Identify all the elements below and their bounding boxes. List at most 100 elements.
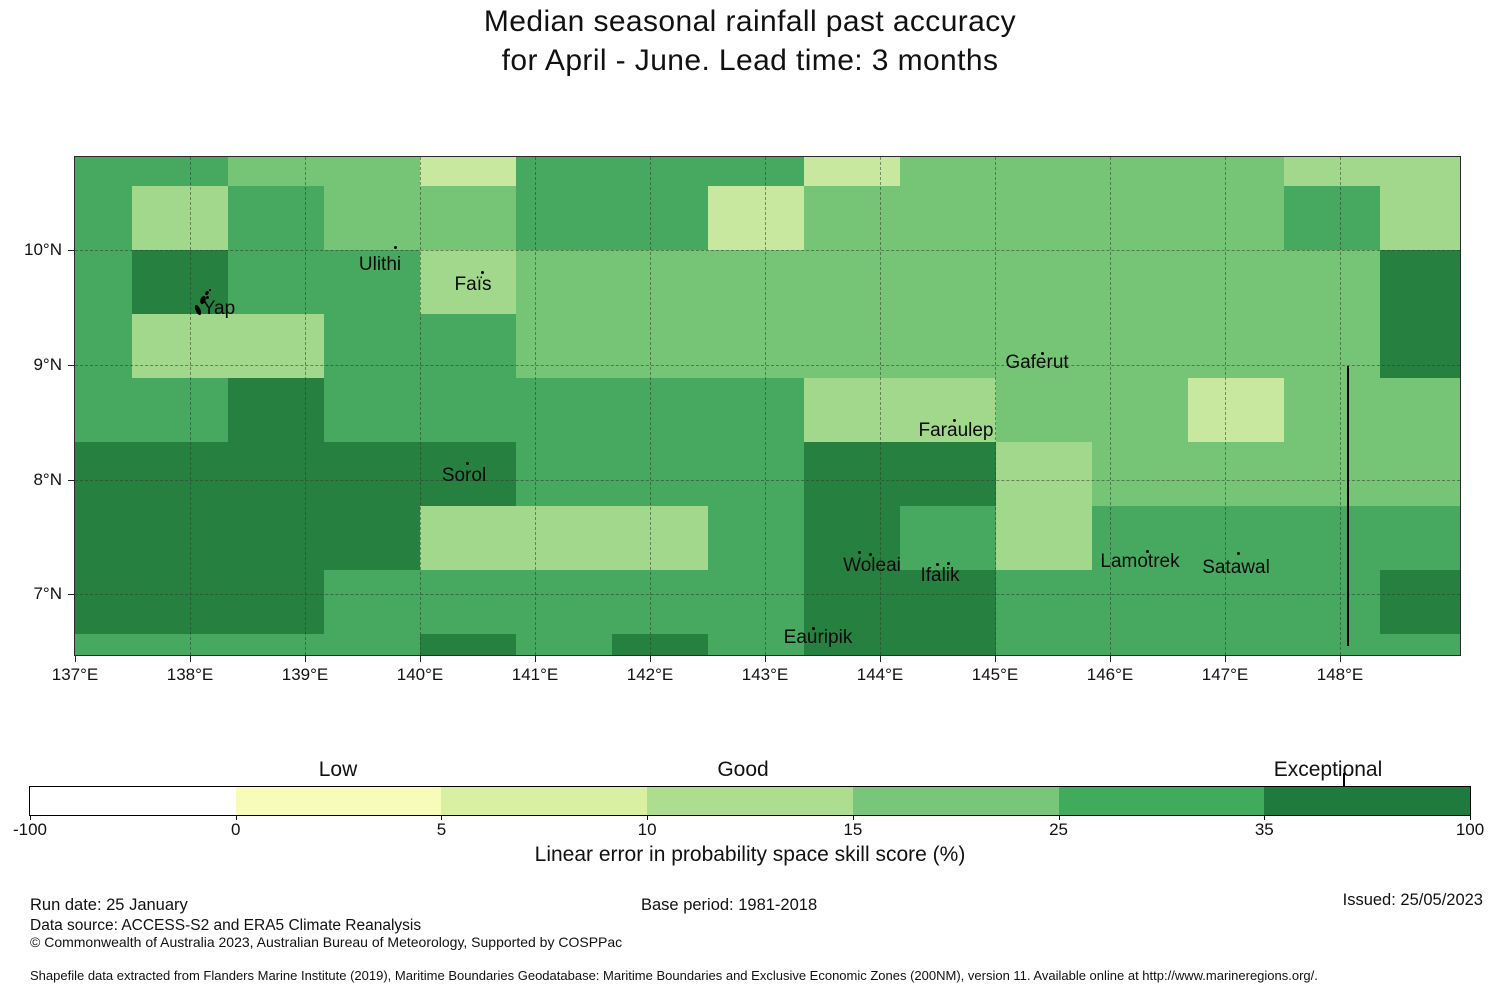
map-cell — [132, 378, 229, 443]
colorbar-tick-mark — [1470, 815, 1471, 820]
island-marker-dot — [947, 562, 950, 565]
map-cell — [996, 186, 1093, 251]
eez-boundary-line — [1347, 366, 1349, 646]
map-cell — [228, 157, 325, 187]
map-cell — [708, 250, 805, 315]
map-cell — [1092, 506, 1189, 571]
map-cell — [804, 442, 901, 507]
map-cell — [996, 314, 1093, 379]
map-cell — [1092, 157, 1189, 187]
island-marker-dot — [858, 551, 861, 554]
map-cell — [1188, 186, 1285, 251]
map-cell — [228, 506, 325, 571]
colorbar — [29, 786, 1471, 816]
map-cell — [1284, 186, 1381, 251]
map-cell — [1092, 570, 1189, 635]
x-tick-mark — [765, 656, 766, 662]
x-tick-label: 147°E — [1201, 665, 1249, 684]
map-cell — [132, 506, 229, 571]
map-cell — [516, 314, 613, 379]
map-cell — [228, 634, 325, 655]
map-cell — [324, 634, 421, 655]
map-cell — [900, 506, 997, 571]
x-tick-label: 139°E — [281, 665, 329, 684]
colorbar-tick-label: 35 — [1254, 820, 1274, 839]
x-tick-label: 145°E — [971, 665, 1019, 684]
map-cell — [996, 442, 1093, 507]
map-cell — [708, 506, 805, 571]
x-tick-mark — [420, 656, 421, 662]
map-cell — [228, 570, 325, 635]
map-cell — [132, 186, 229, 251]
map-cell — [1380, 570, 1460, 635]
map-cell — [1284, 250, 1381, 315]
colorbar-tick-label: 0 — [230, 820, 241, 839]
x-tick-mark — [1110, 656, 1111, 662]
island-label: Satawal — [1202, 557, 1270, 578]
latitude-gridline — [75, 365, 1460, 366]
map-cell — [1284, 314, 1381, 379]
y-tick-mark — [68, 594, 74, 595]
map-cell — [1188, 250, 1285, 315]
colorbar-tick-label: 15 — [843, 820, 863, 839]
map-cell — [516, 157, 613, 187]
map-cell — [900, 250, 997, 315]
x-tick-label: 137°E — [51, 665, 99, 684]
colorbar-tick-label: 10 — [637, 820, 657, 839]
x-tick-mark — [650, 656, 651, 662]
x-tick-label: 148°E — [1316, 665, 1364, 684]
map-cell — [324, 442, 421, 507]
colorbar-tick-label: -100 — [12, 820, 48, 839]
map-cell — [75, 506, 133, 571]
map-cell — [1380, 250, 1460, 315]
colorbar-axis-label: Linear error in probability space skill … — [534, 843, 966, 866]
map-cell — [228, 186, 325, 251]
island-label: Faïs — [454, 274, 492, 295]
colorbar-segment — [441, 787, 648, 815]
colorbar-tick-mark — [1058, 815, 1060, 820]
y-tick-label: 10°N — [24, 240, 62, 259]
longitude-gridline — [535, 157, 536, 655]
map-cell — [804, 314, 901, 379]
map-cell — [1188, 378, 1285, 443]
map-cell — [996, 570, 1093, 635]
map-cell — [1284, 157, 1381, 187]
chart-title-line2: for April - June. Lead time: 3 months — [501, 44, 999, 77]
map-cell — [75, 157, 133, 187]
colorbar-class-label: Good — [717, 758, 769, 781]
longitude-gridline — [995, 157, 996, 655]
x-tick-mark — [1340, 656, 1341, 662]
island-marker-dot — [206, 296, 209, 299]
map-cell — [420, 186, 517, 251]
map-cell — [804, 250, 901, 315]
longitude-gridline — [1340, 157, 1341, 655]
map-cell — [324, 378, 421, 443]
map-cell — [900, 314, 997, 379]
x-tick-mark — [190, 656, 191, 662]
x-tick-label: 143°E — [741, 665, 789, 684]
map-cell — [900, 186, 997, 251]
map-cell — [612, 314, 709, 379]
map-cell — [804, 157, 901, 187]
colorbar-tick-mark — [441, 815, 443, 820]
map-cell — [612, 442, 709, 507]
map-cell — [1188, 570, 1285, 635]
map-cell — [132, 157, 229, 187]
map-cell — [132, 442, 229, 507]
island-label: Woleai — [843, 555, 901, 576]
island-marker-dot — [936, 563, 939, 566]
map-cell — [708, 157, 805, 187]
map-cell — [708, 186, 805, 251]
map-cell — [1284, 506, 1381, 571]
y-tick-label: 9°N — [33, 355, 62, 374]
map-cell — [75, 186, 133, 251]
map-cell — [420, 378, 517, 443]
island-marker-dot — [869, 553, 872, 556]
colorbar-tick-label: 100 — [1455, 820, 1485, 839]
latitude-gridline — [75, 594, 1460, 595]
map-cell — [228, 250, 325, 315]
map-cell — [708, 442, 805, 507]
map-cell — [75, 570, 133, 635]
x-tick-mark — [1225, 656, 1226, 662]
